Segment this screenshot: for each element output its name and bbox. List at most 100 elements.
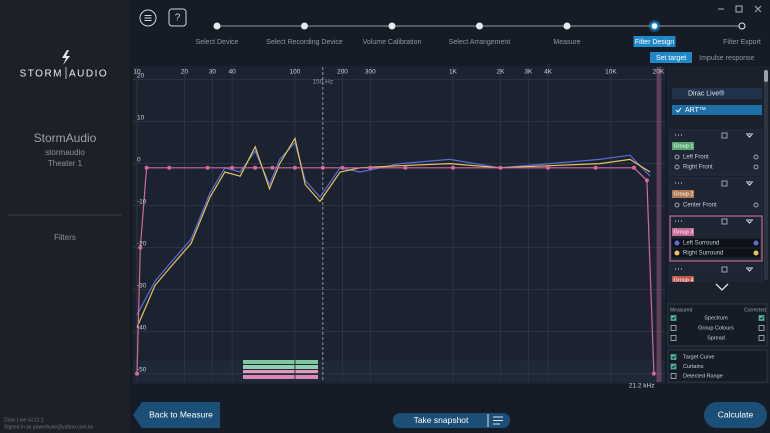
group-box[interactable]	[669, 129, 763, 176]
curve-point[interactable]	[292, 165, 297, 170]
step-dot[interactable]	[476, 22, 483, 30]
curve-point[interactable]	[135, 371, 139, 376]
group-icon[interactable]	[746, 219, 753, 224]
help-icon[interactable]: ?	[175, 13, 181, 24]
step-label[interactable]: Measure	[553, 39, 580, 46]
tab[interactable]: Impulse response	[699, 55, 754, 62]
step-label[interactable]: Select Device	[196, 39, 239, 46]
tab-bg	[650, 52, 692, 63]
curve-point[interactable]	[651, 371, 656, 376]
range-bar	[243, 365, 318, 369]
checkbox[interactable]	[670, 373, 677, 379]
selected-label[interactable]: ART™	[685, 107, 706, 114]
scrollbar-thumb[interactable]	[764, 70, 768, 82]
curve-point[interactable]	[138, 245, 143, 250]
checkbox[interactable]	[670, 325, 677, 331]
channel-name[interactable]: Left Surround	[683, 241, 719, 247]
curve-point[interactable]	[644, 178, 649, 183]
group-name[interactable]: Group 2	[674, 191, 694, 197]
curve-point[interactable]	[270, 165, 275, 170]
snapshot-label[interactable]: Take snapshot	[414, 415, 469, 425]
checkmark	[671, 365, 676, 369]
group-icon[interactable]	[746, 133, 753, 138]
overlay-label[interactable]: Target Curve	[683, 354, 715, 360]
step-label[interactable]: Filter Design	[635, 39, 674, 46]
step-label[interactable]: Select Arrangement	[449, 39, 511, 46]
step-dot[interactable]	[650, 21, 659, 31]
curve-point[interactable]	[403, 165, 408, 170]
curve-point[interactable]	[546, 165, 551, 170]
curve-point[interactable]	[340, 165, 345, 170]
step-dot[interactable]	[388, 22, 396, 30]
channel-name[interactable]: Left Front	[683, 155, 709, 161]
snapshot-button[interactable]	[393, 413, 510, 428]
tab[interactable]: Set target	[656, 55, 686, 62]
group-icon[interactable]	[721, 132, 728, 139]
back-label[interactable]: Back to Measure	[149, 409, 213, 419]
step-dot[interactable]	[213, 22, 221, 30]
window-controls[interactable]	[718, 5, 762, 13]
checkbox[interactable]	[758, 325, 765, 331]
group-icon[interactable]	[721, 266, 728, 273]
group-name[interactable]: Group 1	[674, 143, 694, 149]
help-button[interactable]	[168, 8, 187, 27]
menu-button[interactable]	[139, 9, 157, 27]
curve-point[interactable]	[205, 165, 210, 170]
dropdown-bg	[672, 88, 762, 99]
curve-point[interactable]	[230, 165, 235, 170]
step-label[interactable]: Volume Calibration	[363, 39, 422, 46]
checkbox[interactable]	[670, 335, 677, 341]
group-icon[interactable]	[721, 180, 728, 187]
channel-name[interactable]: Center Front	[683, 203, 717, 209]
step-label[interactable]: Filter Export	[723, 39, 761, 46]
curve-point[interactable]	[368, 165, 373, 170]
y-tick-label: -50	[137, 366, 147, 373]
scroll-down[interactable]	[715, 283, 729, 291]
curve-point[interactable]	[631, 165, 636, 170]
channel-name[interactable]: Right Surround	[683, 251, 723, 257]
calculate-label[interactable]: Calculate	[718, 409, 754, 419]
group-icon[interactable]	[746, 181, 753, 186]
checkbox[interactable]	[670, 363, 677, 370]
x-tick-label: 3K	[524, 69, 533, 76]
x-tick-label: 1K	[449, 69, 458, 76]
curve-point[interactable]	[593, 165, 598, 170]
group-icon[interactable]	[746, 267, 753, 272]
group-icon[interactable]	[721, 218, 728, 225]
back-button[interactable]	[133, 402, 220, 428]
option-label: Spectrum	[704, 315, 728, 321]
channel-dot	[674, 154, 680, 160]
calculate-button[interactable]	[704, 402, 767, 428]
checkmark	[671, 316, 676, 320]
group-name[interactable]: Group 4	[674, 277, 694, 283]
dropdown-label[interactable]: Dirac Live®	[688, 89, 725, 97]
snapshot-list-icon[interactable]	[493, 416, 503, 425]
channel-dot	[753, 154, 759, 160]
plot	[133, 67, 665, 382]
chart-area	[133, 66, 665, 384]
channel-dot	[674, 202, 680, 208]
group-box[interactable]	[669, 177, 763, 214]
sidebar-section[interactable]: Filters	[54, 233, 76, 242]
range-bar	[243, 370, 318, 374]
channel-name[interactable]: Right Front	[683, 165, 713, 171]
curve-point[interactable]	[498, 165, 503, 170]
overlay-label[interactable]: Curtains	[683, 364, 704, 370]
checkbox[interactable]	[758, 335, 765, 341]
step-dot[interactable]	[301, 22, 308, 30]
checkbox[interactable]	[670, 354, 677, 360]
step-dot[interactable]	[563, 22, 571, 30]
group-name[interactable]: Group 3	[674, 229, 694, 235]
curve-point[interactable]	[167, 165, 172, 170]
curve-point[interactable]	[450, 165, 455, 170]
overlay-label[interactable]: Detected Range	[683, 373, 723, 379]
curve-point[interactable]	[253, 165, 258, 170]
checkbox[interactable]	[670, 315, 677, 321]
logo-text: AUDIO	[69, 69, 108, 80]
curve-point[interactable]	[144, 165, 149, 170]
checkbox[interactable]	[758, 315, 765, 321]
curve-point[interactable]	[320, 165, 325, 170]
group-list: Dirac Live® ART™ Group 1 Left Front Right Fr…	[669, 88, 763, 283]
step-label[interactable]: Select Recording Device	[266, 39, 343, 46]
step-dot[interactable]	[738, 22, 746, 30]
